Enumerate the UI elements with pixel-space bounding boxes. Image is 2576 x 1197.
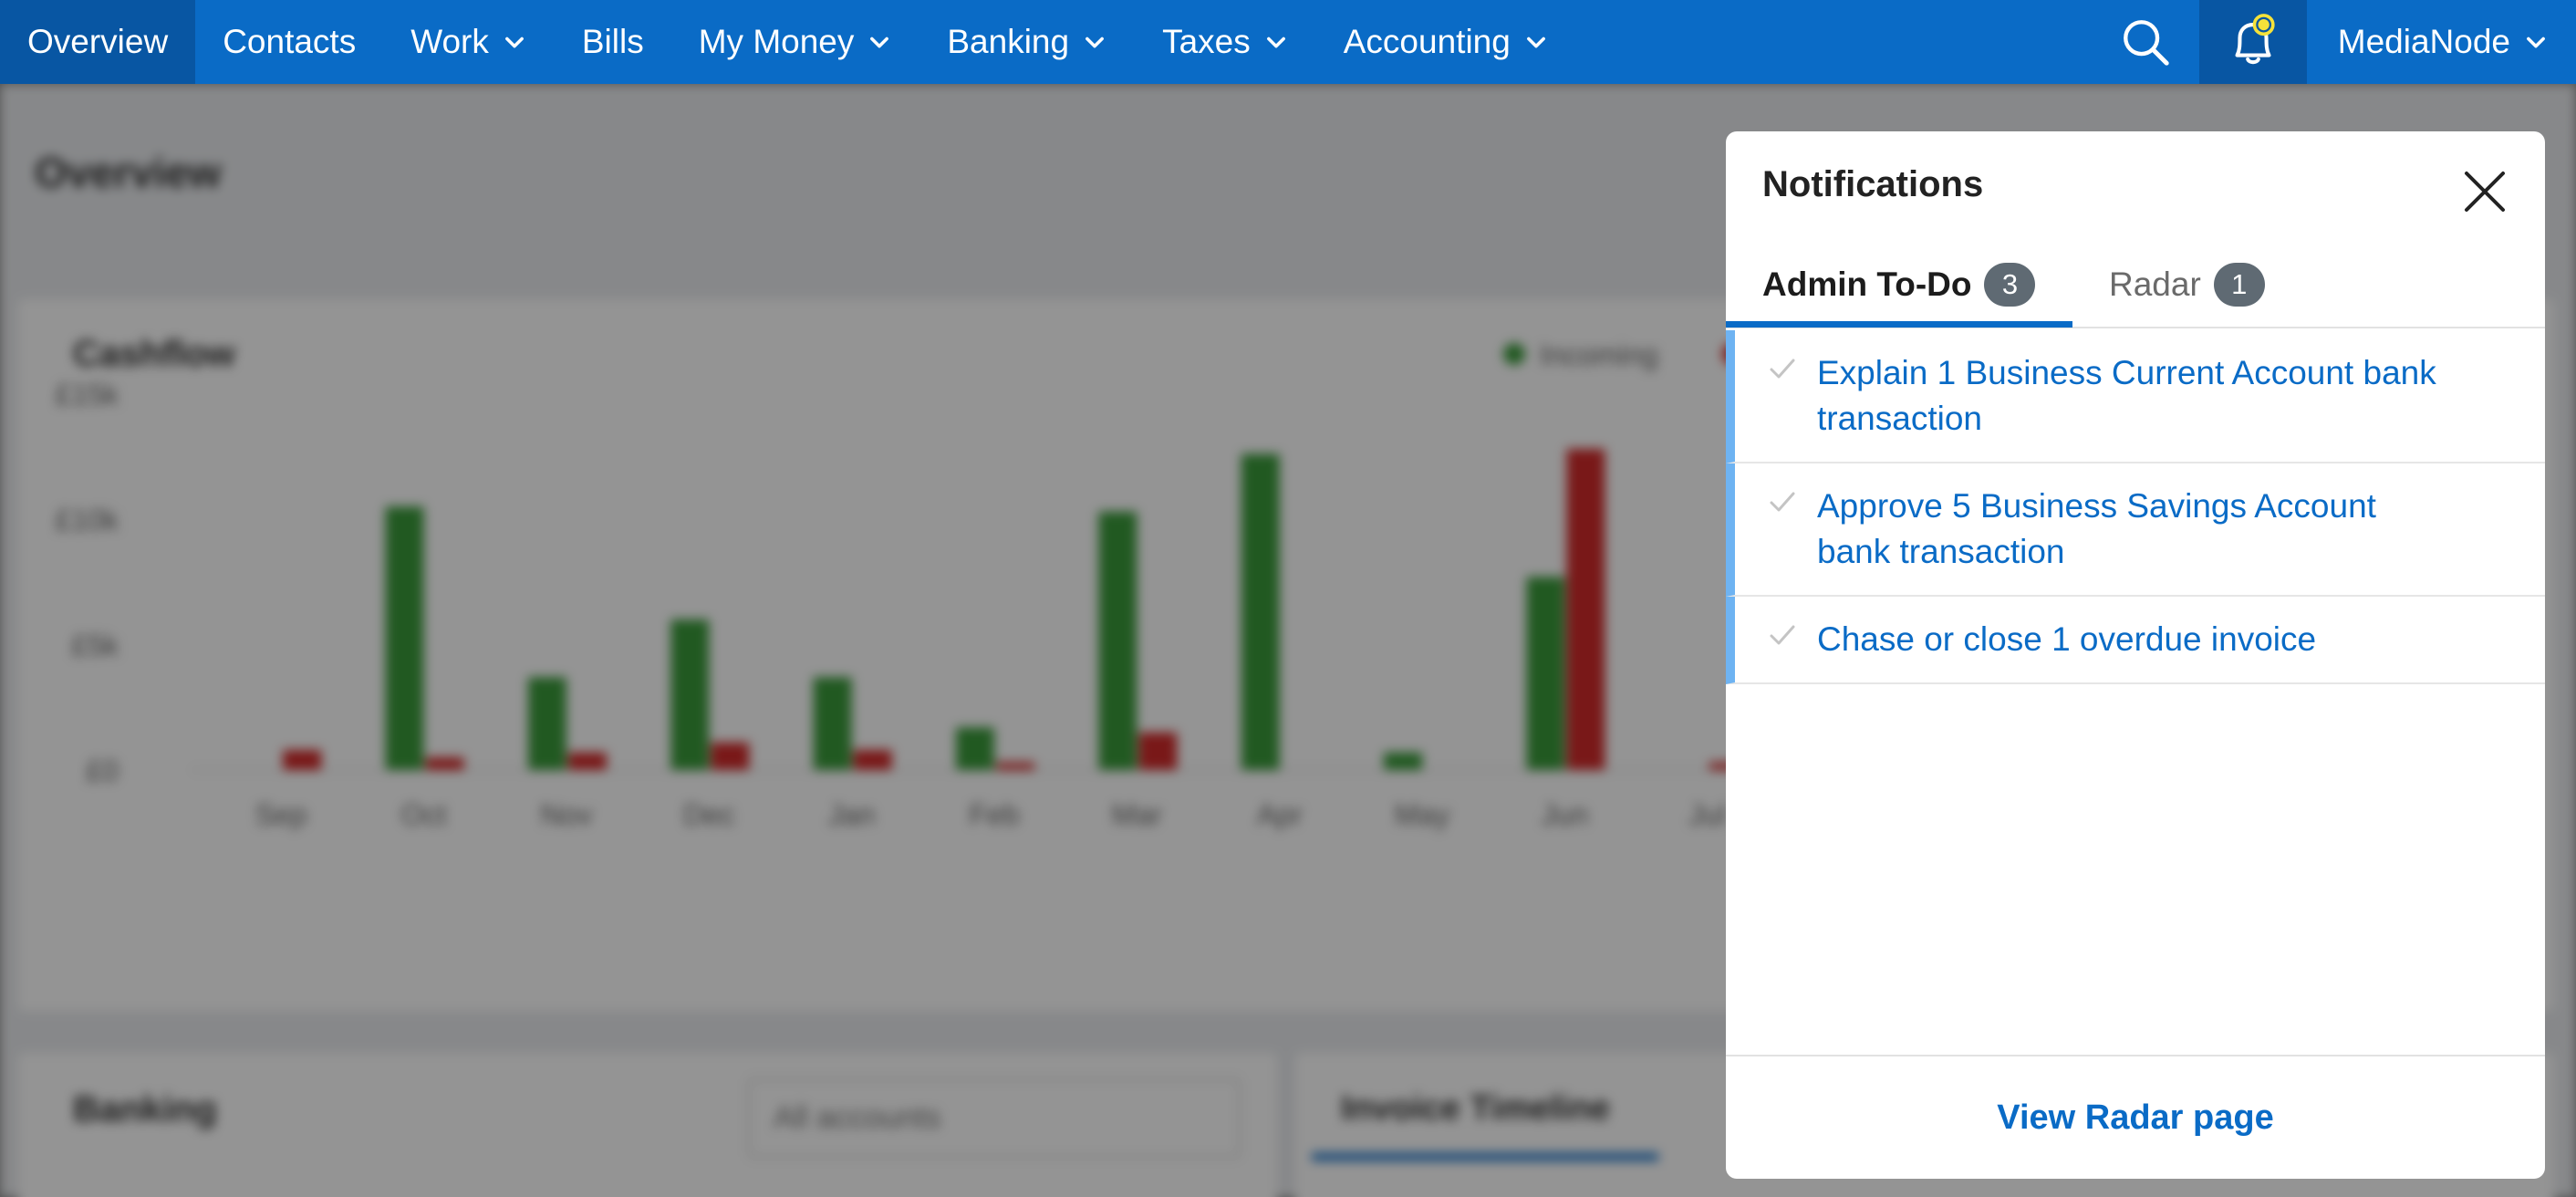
bar-outgoing	[1138, 732, 1178, 770]
banking-card: Banking All accounts	[18, 1053, 1277, 1197]
x-tick-label: Feb	[969, 798, 1019, 831]
x-tick-label: Oct	[401, 798, 447, 831]
list-item[interactable]: Explain 1 Business Current Account bank …	[1726, 330, 2545, 463]
x-tick-label: Mar	[1112, 798, 1162, 831]
bar-incoming	[1384, 752, 1423, 770]
notifications-panel: Notifications Admin To-Do 3 Radar 1 Expl…	[1726, 131, 2545, 1179]
y-tick-label: £10k	[56, 504, 119, 536]
x-tick-label: Jun	[1542, 798, 1589, 831]
nav-my-money[interactable]: My Money	[671, 0, 920, 84]
tab-radar-label: Radar	[2109, 265, 2201, 303]
todo-link[interactable]: Approve 5 Business Savings Account bank …	[1817, 487, 2376, 570]
bar-incoming	[670, 619, 710, 770]
nav-banking-label: Banking	[947, 23, 1070, 60]
nav-contacts[interactable]: Contacts	[195, 0, 383, 84]
nav-overview[interactable]: Overview	[0, 0, 196, 84]
bar-outgoing	[996, 762, 1034, 770]
nav-banking[interactable]: Banking	[919, 0, 1135, 84]
todo-list: Explain 1 Business Current Account bank …	[1726, 330, 2545, 684]
x-tick-label: May	[1395, 798, 1449, 831]
x-tick-label: Dec	[683, 798, 735, 831]
panel-footer: View Radar page	[1726, 1055, 2545, 1179]
list-item[interactable]: Approve 5 Business Savings Account bank …	[1726, 463, 2545, 597]
count-badge: 3	[1984, 263, 2036, 307]
bar-outgoing	[711, 742, 750, 770]
cashflow-chart: £0 £5k £10k £15k Sep Oct Nov Dec Jan Feb Mar Apr May…	[56, 338, 1815, 831]
nav-taxes-label: Taxes	[1162, 23, 1251, 60]
legend-incoming-swatch	[1503, 343, 1525, 365]
nav-bills[interactable]: Bills	[555, 0, 671, 84]
bar-outgoing	[567, 752, 607, 770]
chevron-down-icon	[1085, 36, 1105, 48]
close-icon	[2465, 172, 2505, 212]
nav-taxes[interactable]: Taxes	[1135, 0, 1316, 84]
nav-overview-label: Overview	[27, 23, 169, 60]
notifications-title: Notifications	[1762, 164, 1984, 204]
cashflow-title: Cashflow	[73, 334, 235, 374]
nav-accounting[interactable]: Accounting	[1316, 0, 1576, 84]
y-tick-label: £5k	[71, 630, 119, 662]
tab-admin-todo[interactable]: Admin To-Do 3	[1762, 241, 2036, 328]
bar-incoming	[1098, 511, 1137, 770]
count-badge: 1	[2213, 263, 2265, 307]
x-tick-label: Jul	[1688, 798, 1726, 831]
bar-outgoing	[283, 750, 322, 770]
bar-outgoing	[1566, 449, 1605, 770]
nav-my-money-label: My Money	[698, 23, 855, 60]
user-name: MediaNode	[2337, 23, 2510, 60]
bar-incoming	[956, 727, 994, 770]
bar-incoming	[813, 677, 852, 770]
invoice-timeline-tab[interactable]: Invoice Timeline	[1341, 1089, 1610, 1128]
nav-contacts-label: Contacts	[223, 23, 357, 60]
search-icon	[2123, 20, 2169, 66]
bar-incoming	[1526, 577, 1565, 770]
chevron-down-icon	[1266, 36, 1285, 48]
nav-work-label: Work	[410, 23, 489, 60]
tab-radar[interactable]: Radar 1	[2109, 241, 2265, 328]
accounts-select[interactable]: All accounts	[748, 1078, 1241, 1158]
check-icon[interactable]	[1768, 354, 1797, 383]
invoice-tab-underline	[1312, 1153, 1658, 1161]
check-icon[interactable]	[1768, 487, 1797, 516]
view-radar-link[interactable]: View Radar page	[1997, 1098, 2274, 1137]
top-nav: Overview Contacts Work Bills My Money Ba…	[0, 0, 2576, 84]
x-tick-label: Apr	[1257, 798, 1303, 831]
close-button[interactable]	[2461, 168, 2508, 215]
banking-title: Banking	[73, 1089, 217, 1129]
legend-incoming-label: Incoming	[1540, 338, 1658, 371]
page-title: Overview	[35, 149, 222, 196]
nav-bills-label: Bills	[581, 23, 644, 60]
notification-tabs: Admin To-Do 3 Radar 1	[1726, 241, 2545, 328]
todo-link[interactable]: Explain 1 Business Current Account bank …	[1817, 354, 2436, 437]
check-icon[interactable]	[1768, 620, 1797, 650]
bar-incoming	[527, 677, 566, 770]
x-tick-label: Jan	[828, 798, 876, 831]
bar-outgoing	[425, 757, 464, 770]
y-tick-label: £0	[86, 755, 119, 787]
nav-right: MediaNode	[2092, 0, 2576, 84]
y-tick-label: £15k	[56, 379, 119, 411]
todo-link[interactable]: Chase or close 1 overdue invoice	[1817, 620, 2317, 658]
tab-admin-todo-label: Admin To-Do	[1762, 265, 1972, 303]
search-button[interactable]	[2092, 0, 2199, 84]
bar-outgoing	[853, 750, 892, 770]
notifications-button[interactable]	[2198, 0, 2307, 84]
active-tab-underline	[1726, 321, 2072, 328]
chevron-down-icon	[504, 36, 524, 48]
chevron-down-icon	[870, 36, 889, 48]
chevron-down-icon	[1526, 36, 1545, 48]
bell-icon	[2235, 14, 2275, 65]
bar-incoming	[385, 506, 424, 770]
nav-accounting-label: Accounting	[1343, 23, 1511, 60]
nav-work[interactable]: Work	[383, 0, 555, 84]
user-menu[interactable]: MediaNode	[2307, 0, 2576, 84]
bar-incoming	[1241, 453, 1280, 770]
chevron-down-icon	[2527, 36, 2545, 48]
list-item[interactable]: Chase or close 1 overdue invoice	[1726, 597, 2545, 684]
x-tick-label: Sep	[255, 798, 307, 831]
x-tick-label: Nov	[540, 798, 592, 831]
